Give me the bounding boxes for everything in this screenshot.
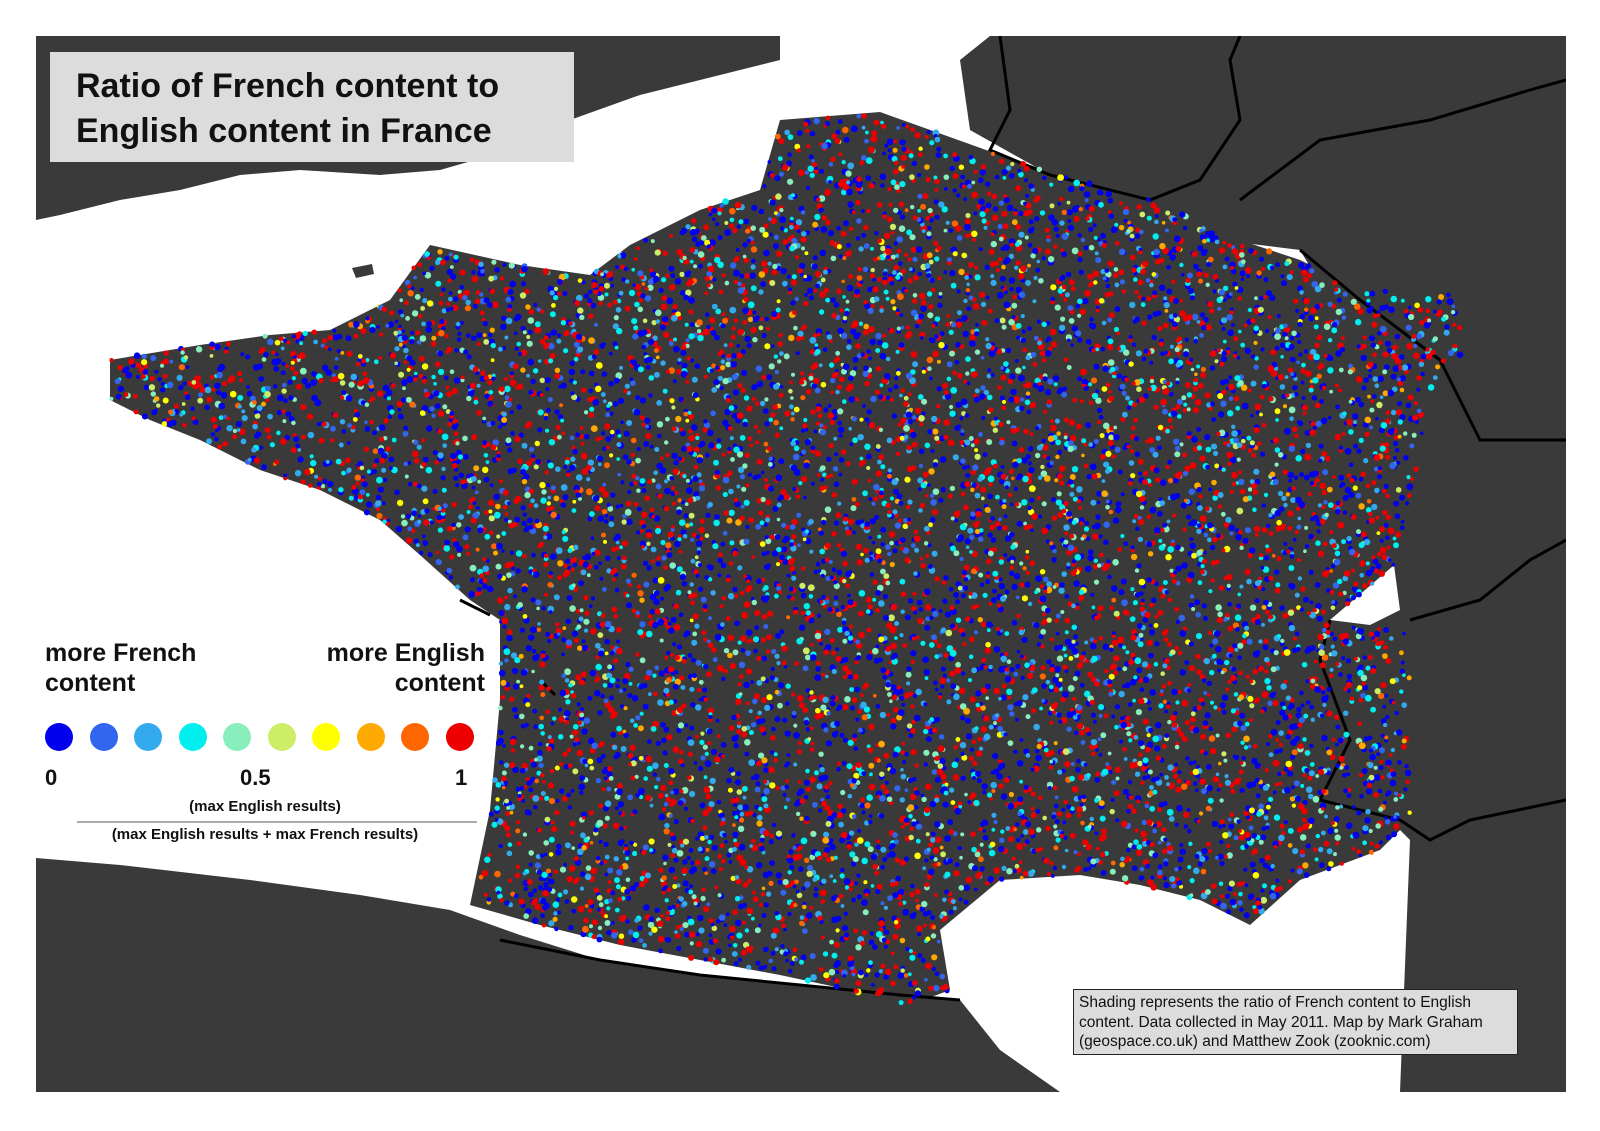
legend-label-french-line2: content xyxy=(45,669,136,697)
map-title-line2: English content in France xyxy=(76,112,492,150)
border-germany xyxy=(1239,78,1566,202)
content-ratio-points xyxy=(109,113,1464,1006)
legend-label-english-line1: more English xyxy=(326,639,485,667)
map-frame xyxy=(36,36,1566,1092)
legend-formula-denominator: (max English results + max French result… xyxy=(111,826,419,843)
legend-swatch xyxy=(401,723,429,751)
border-italy xyxy=(1317,619,1566,842)
color-legend: more French content more English content… xyxy=(45,638,485,858)
map-canvas xyxy=(36,36,1566,1092)
legend-formula-fraction-bar xyxy=(77,821,477,823)
legend-formula-numerator: (max English results) xyxy=(189,798,341,815)
caption-line1: Shading represents the ratio of French c… xyxy=(1079,994,1472,1011)
legend-tick-max: 1 xyxy=(455,765,468,790)
legend-swatch xyxy=(134,723,162,751)
caption-line3: (geospace.co.uk) and Matthew Zook (zookn… xyxy=(1079,1033,1431,1050)
legend-tick-mid: 0.5 xyxy=(240,765,271,790)
legend-swatch xyxy=(267,723,296,751)
legend-label-english-line2: content xyxy=(394,669,485,697)
legend-tick-min: 0 xyxy=(45,765,58,790)
legend-label-french-line1: more French xyxy=(45,639,197,667)
legend-swatch xyxy=(445,723,474,751)
caption-line2: content. Data collected in May 2011. Map… xyxy=(1079,1013,1483,1031)
legend-swatch xyxy=(178,723,207,751)
border-pyrenees xyxy=(499,938,961,1002)
country-borders xyxy=(459,36,1566,1002)
legend-swatch xyxy=(45,723,73,751)
legend-swatch xyxy=(223,723,251,751)
map-title: Ratio of French content to English conte… xyxy=(50,52,574,162)
land-iberia xyxy=(36,858,1060,1092)
border-switzerland xyxy=(1409,538,1566,622)
legend-swatch xyxy=(312,723,340,751)
legend-label-french: more French content xyxy=(45,638,265,698)
map-title-line1: Ratio of French content to xyxy=(76,67,500,105)
map-caption: Shading represents the ratio of French c… xyxy=(1073,989,1518,1055)
legend-swatch xyxy=(89,723,118,751)
legend-swatch xyxy=(356,723,385,751)
legend-label-english: more English content xyxy=(265,638,485,698)
border-rhine xyxy=(1299,248,1566,442)
